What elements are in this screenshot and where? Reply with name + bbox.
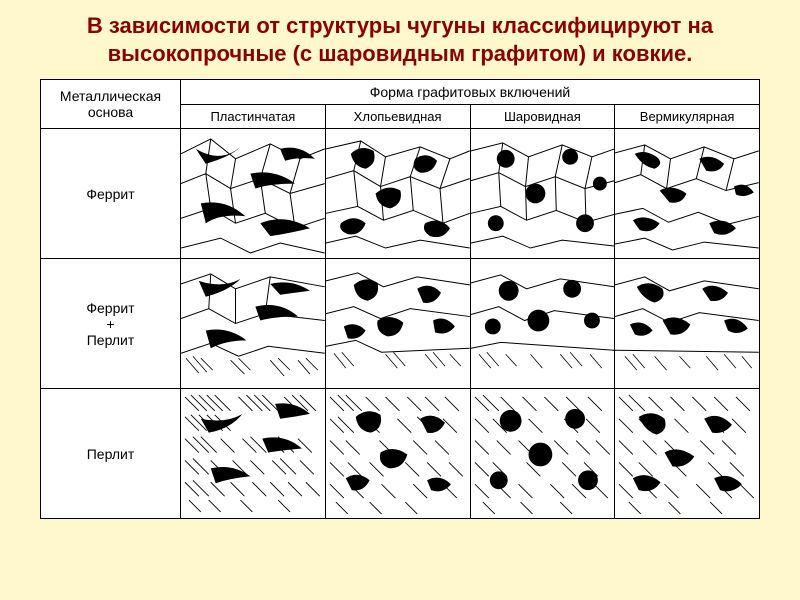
col-lamellar: Пластинчатая (181, 105, 326, 129)
cell-fp-lamellar (181, 259, 326, 389)
col-vermicular: Вермикулярная (615, 105, 760, 129)
row-ferrite: Феррит (41, 129, 181, 259)
cell-pearlite-flake (325, 389, 470, 519)
cell-pearlite-lamellar (181, 389, 326, 519)
page-title: В зависимости от структуры чугуны класси… (0, 0, 800, 75)
cell-fp-vermicular (615, 259, 760, 389)
cell-ferrite-vermicular (615, 129, 760, 259)
header-metal-base: Металлическая основа (41, 80, 181, 129)
cell-ferrite-flake (325, 129, 470, 259)
cell-fp-nodular (470, 259, 615, 389)
row-pearlite: Перлит (41, 389, 181, 519)
header-graphite-form: Форма графитовых включений (181, 80, 760, 105)
cell-ferrite-lamellar (181, 129, 326, 259)
col-nodular: Шаровидная (470, 105, 615, 129)
cell-ferrite-nodular (470, 129, 615, 259)
row-ferrite-pearlite: Феррит + ПерлитФеррит+Перлит (41, 259, 181, 389)
col-flake: Хлопьевидная (325, 105, 470, 129)
cell-pearlite-nodular (470, 389, 615, 519)
microstructure-table: Металлическая основа Форма графитовых вк… (40, 79, 760, 519)
cell-fp-flake (325, 259, 470, 389)
cell-pearlite-vermicular (615, 389, 760, 519)
